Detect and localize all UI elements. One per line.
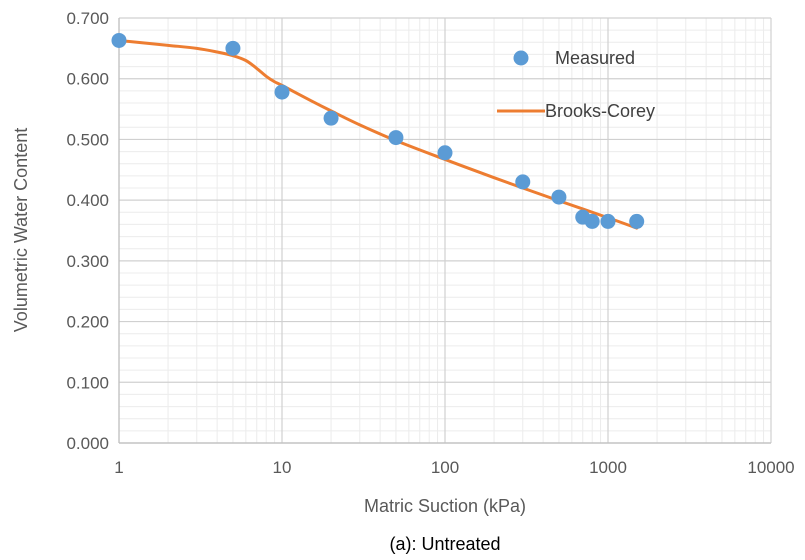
y-tick-label: 0.200 [66,313,109,332]
measured-series [111,32,645,229]
chart-caption: (a): Untreated [389,534,500,554]
y-tick-label: 0.000 [66,434,109,453]
x-axis-ticks: 1 10 100 1000 10000 [114,458,794,477]
y-axis-title: Volumetric Water Content [11,128,31,332]
measured-point [437,145,453,161]
measured-point [388,130,404,146]
legend-measured-label: Measured [555,48,635,68]
y-tick-label: 0.400 [66,191,109,210]
x-tick-label: 10000 [747,458,794,477]
measured-point [274,84,290,100]
measured-point [600,213,616,229]
measured-point [111,32,127,48]
y-tick-label: 0.700 [66,9,109,28]
x-tick-label: 1 [114,458,123,477]
measured-point [323,110,339,126]
x-tick-label: 1000 [589,458,627,477]
measured-point [225,40,241,56]
y-tick-label: 0.600 [66,70,109,89]
y-tick-label: 0.100 [66,373,109,392]
legend: Measured Brooks-Corey [497,48,655,121]
x-tick-label: 10 [273,458,292,477]
legend-measured-marker [513,50,529,66]
measured-point [515,174,531,190]
y-tick-label: 0.300 [66,252,109,271]
measured-point [551,189,567,205]
legend-brooks-corey-label: Brooks-Corey [545,101,655,121]
y-tick-label: 0.500 [66,130,109,149]
measured-point [584,213,600,229]
x-axis-title: Matric Suction (kPa) [364,496,526,516]
y-axis-ticks: 0.000 0.100 0.200 0.300 0.400 0.500 0.600 0.700 [66,9,109,453]
x-tick-label: 100 [431,458,459,477]
measured-point [629,213,645,229]
